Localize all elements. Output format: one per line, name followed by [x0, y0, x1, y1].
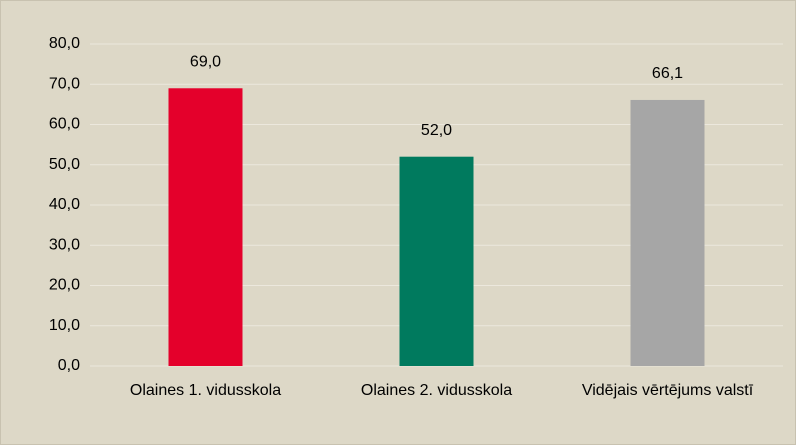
y-tick-label: 60,0	[49, 116, 80, 133]
x-tick-label: Olaines 2. vidusskola	[361, 382, 512, 399]
x-tick-label: Olaines 1. vidusskola	[130, 382, 281, 399]
bar	[168, 88, 243, 367]
data-label: 66,1	[652, 65, 683, 82]
data-label: 52,0	[421, 122, 452, 139]
y-tick-label: 10,0	[49, 317, 80, 334]
y-tick-label: 50,0	[49, 156, 80, 173]
data-label: 69,0	[190, 53, 221, 70]
y-tick-label: 30,0	[49, 236, 80, 253]
bar	[399, 156, 474, 366]
bar	[630, 99, 705, 366]
y-tick-label: 40,0	[49, 196, 80, 213]
y-tick-label: 80,0	[49, 35, 80, 52]
x-tick-label: Vidējais vērtējums valstī	[582, 382, 754, 399]
y-tick-label: 20,0	[49, 277, 80, 294]
y-tick-label: 0,0	[58, 357, 80, 374]
y-tick-label: 70,0	[49, 75, 80, 92]
